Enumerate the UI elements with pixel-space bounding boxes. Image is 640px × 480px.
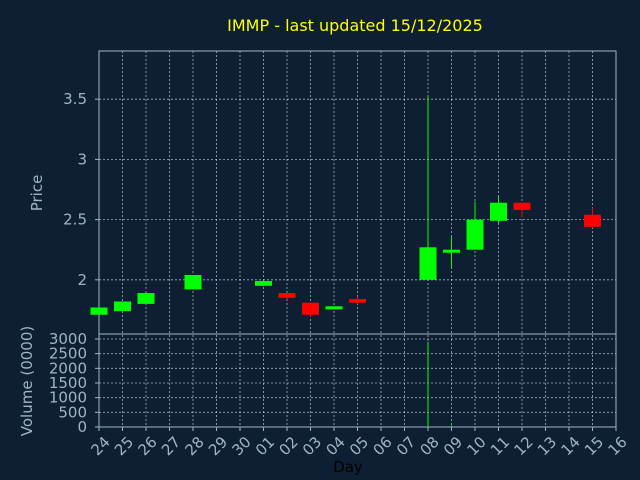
- x-tick-label-26: 26: [135, 433, 161, 459]
- grid-layer: [98, 51, 617, 428]
- x-axis-label: Day: [333, 458, 363, 476]
- candle-body-11: [490, 202, 507, 221]
- candle-body-08: [419, 247, 437, 280]
- candle-body-12: [513, 202, 531, 210]
- x-tick-label-10: 10: [464, 433, 490, 459]
- volume-tick-label: 1000: [49, 389, 87, 407]
- x-tick-label-16: 16: [605, 433, 631, 459]
- x-tick-label-06: 06: [370, 433, 396, 459]
- marks-layer: [90, 96, 601, 427]
- volume-axis-label: Volume (0000): [18, 326, 36, 436]
- candle-body-28: [184, 274, 202, 290]
- volume-tick-label: 0: [77, 418, 87, 436]
- x-tick-label-09: 09: [440, 433, 466, 459]
- x-tick-label-08: 08: [417, 433, 443, 459]
- x-tick-label-12: 12: [511, 433, 537, 459]
- candle-body-03: [302, 302, 319, 315]
- x-tick-label-05: 05: [346, 433, 372, 459]
- candle-body-24: [90, 307, 108, 315]
- x-tick-label-27: 27: [158, 433, 184, 459]
- volume-tick-label: 3000: [49, 330, 87, 348]
- x-tick-label-15: 15: [581, 433, 607, 459]
- x-tick-label-25: 25: [111, 433, 137, 459]
- price-tick-label: 2.5: [63, 211, 87, 229]
- x-tick-label-28: 28: [182, 433, 208, 459]
- x-tick-label-29: 29: [205, 433, 231, 459]
- price-axis-label: Price: [28, 175, 46, 212]
- x-tick-label-04: 04: [323, 433, 349, 459]
- x-tick-label-03: 03: [299, 433, 325, 459]
- candle-body-05: [349, 299, 366, 303]
- candle-body-15: [584, 214, 601, 227]
- candle-body-02: [278, 293, 296, 298]
- x-tick-label-14: 14: [558, 433, 584, 459]
- x-tick-label-11: 11: [487, 433, 513, 459]
- x-tick-label-02: 02: [276, 433, 302, 459]
- candle-body-26: [137, 293, 155, 304]
- candle-body-04: [325, 306, 343, 310]
- axes-layer: [95, 50, 617, 431]
- volume-tick-label: 2500: [49, 345, 87, 363]
- x-tick-label-24: 24: [88, 433, 114, 459]
- candle-body-25: [114, 301, 131, 312]
- x-tick-label-07: 07: [393, 433, 419, 459]
- price-tick-label: 2: [77, 271, 87, 289]
- candle-body-09: [443, 249, 460, 253]
- x-tick-label-01: 01: [252, 433, 278, 459]
- x-tick-label-30: 30: [229, 433, 255, 459]
- x-tick-label-13: 13: [534, 433, 560, 459]
- candle-body-01: [255, 281, 272, 286]
- volume-tick-label: 500: [58, 403, 87, 421]
- candle-body-10: [466, 219, 484, 250]
- volume-tick-label: 2000: [49, 359, 87, 377]
- volume-tick-label: 1500: [49, 374, 87, 392]
- chart-title: IMMP - last updated 15/12/2025: [227, 16, 483, 35]
- price-tick-label: 3.5: [63, 90, 87, 108]
- price-tick-label: 3: [77, 150, 87, 168]
